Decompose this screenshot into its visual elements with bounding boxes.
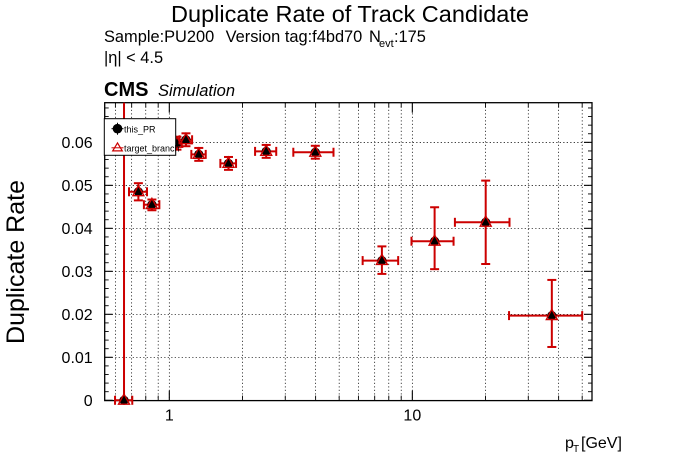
- svg-text:[GeV]: [GeV]: [581, 435, 622, 452]
- svg-text:10: 10: [403, 408, 421, 425]
- svg-text:0.01: 0.01: [62, 350, 93, 367]
- svg-text:target_branch: target_branch: [124, 143, 180, 153]
- svg-text:Duplicate Rate of Track Candid: Duplicate Rate of Track Candidate: [171, 1, 529, 27]
- svg-text:0: 0: [84, 393, 93, 410]
- svg-text:1: 1: [165, 408, 174, 425]
- svg-text:0.02: 0.02: [62, 307, 93, 324]
- svg-text:Sample:PU200: Sample:PU200: [104, 28, 214, 46]
- svg-text:T: T: [573, 444, 579, 455]
- svg-text:0.03: 0.03: [62, 264, 93, 281]
- svg-text:0.06: 0.06: [62, 135, 93, 152]
- svg-text:Duplicate Rate: Duplicate Rate: [2, 180, 30, 344]
- svg-text::175: :175: [394, 28, 426, 46]
- svg-text:0.04: 0.04: [62, 221, 93, 238]
- svg-text:CMS: CMS: [104, 79, 148, 101]
- svg-text:|η| < 4.5: |η| < 4.5: [104, 49, 163, 67]
- svg-text:this_PR: this_PR: [124, 124, 156, 134]
- svg-text:Simulation: Simulation: [158, 82, 235, 100]
- svg-text:0.05: 0.05: [62, 178, 93, 195]
- svg-text:evt: evt: [379, 38, 394, 50]
- svg-text:Version tag:f4bd70: Version tag:f4bd70: [226, 28, 363, 46]
